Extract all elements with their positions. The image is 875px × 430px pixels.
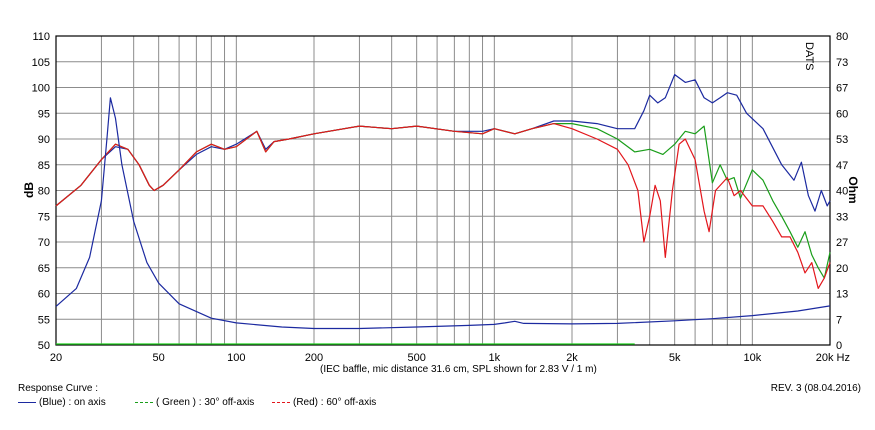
y-right-axis-label: Ohm (846, 176, 860, 203)
y-left-tick-label: 55 (38, 314, 50, 326)
y-right-tick-label: 53 (836, 134, 848, 146)
y-left-tick-label: 70 (38, 237, 50, 249)
y-left-tick-label: 110 (32, 31, 50, 43)
x-tick-label: 1k (489, 352, 501, 364)
legend-swatch-green (135, 402, 153, 403)
series-layer (55, 74, 831, 345)
y-left-tick-label: 80 (38, 186, 50, 198)
x-tick-label: 50 (153, 352, 165, 364)
y-right-tick-label: 0 (836, 340, 842, 352)
y-right-tick-label: 33 (836, 211, 848, 223)
y-left-tick-labels: 50 55 60 65 70 75 80 85 90 95 100 105 110 (32, 31, 50, 352)
watermark: DATS (803, 42, 815, 71)
y-left-tick-label: 60 (38, 289, 50, 301)
y-right-tick-label: 73 (836, 57, 848, 69)
y-left-tick-label: 105 (32, 57, 50, 69)
x-tick-label: 20 (50, 352, 62, 364)
y-left-axis-label: dB (22, 182, 36, 198)
caption: (IEC baffle, mic distance 31.6 cm, SPL s… (320, 364, 597, 375)
plot-frame (55, 35, 831, 346)
y-left-tick-label: 75 (38, 211, 50, 223)
y-right-tick-labels: 80 73 67 60 53 47 40 33 27 20 13 7 0 (836, 31, 848, 352)
legend-swatch-red (272, 402, 290, 403)
x-tick-label: 20k Hz (816, 352, 850, 364)
y-right-tick-label: 67 (836, 83, 848, 95)
y-right-tick-label: 27 (836, 237, 848, 249)
x-tick-label: 100 (227, 352, 245, 364)
legend-swatch-blue (18, 402, 36, 403)
y-left-tick-label: 95 (38, 108, 50, 120)
x-tick-labels: 20 50 100 200 500 1k 2k 5k 10k 20k Hz (50, 352, 850, 364)
series-line-3 (55, 97, 831, 330)
y-right-tick-label: 13 (836, 289, 848, 301)
revision-label: REV. 3 (08.04.2016) (770, 383, 861, 394)
y-left-tick-label: 100 (32, 83, 50, 95)
y-right-tick-label: 7 (836, 314, 842, 326)
legend-label-blue: (Blue) : on axis (39, 397, 106, 408)
x-tick-label: 500 (407, 352, 425, 364)
y-left-tick-label: 90 (38, 134, 50, 146)
x-tick-label: 10k (743, 352, 761, 364)
legend-label-red: (Red) : 60° off-axis (293, 397, 377, 408)
legend-item-green: ( Green ) : 30° off-axis (135, 397, 254, 408)
legend-label-green: ( Green ) : 30° off-axis (156, 397, 255, 408)
legend-title: Response Curve : (18, 383, 99, 394)
x-tick-label: 5k (669, 352, 681, 364)
y-left-tick-label: 50 (38, 340, 50, 352)
y-right-tick-label: 20 (836, 263, 848, 275)
legend-item-red: (Red) : 60° off-axis (272, 397, 376, 408)
grid (55, 35, 831, 346)
y-right-tick-label: 80 (836, 31, 848, 43)
y-left-tick-label: 65 (38, 263, 50, 275)
x-tick-label: 2k (566, 352, 578, 364)
y-left-tick-label: 85 (38, 160, 50, 172)
y-right-tick-label: 40 (836, 186, 848, 198)
y-right-tick-label: 47 (836, 160, 848, 172)
x-tick-label: 200 (305, 352, 323, 364)
legend-item-blue: (Blue) : on axis (18, 397, 106, 408)
series-line-2 (55, 123, 831, 289)
y-right-tick-label: 60 (836, 108, 848, 120)
